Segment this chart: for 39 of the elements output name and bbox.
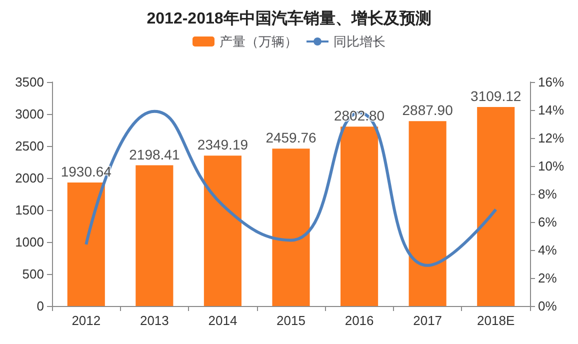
x-tick-label: 2017 (413, 313, 442, 328)
y-tick-label: 1500 (15, 202, 44, 218)
y2-tick-label: 16% (538, 74, 564, 90)
y2-tick-label: 0% (538, 298, 558, 314)
data-label: 2459.76 (266, 130, 317, 146)
y-tick-label: 2500 (15, 138, 44, 154)
y-tick-label: 2000 (15, 170, 44, 186)
y2-tick-label: 2% (538, 270, 558, 286)
y-tick-label: 500 (22, 266, 44, 282)
x-tick-label: 2015 (276, 313, 306, 328)
legend-label: 产量（万辆） (220, 34, 298, 49)
legend-label: 同比增长 (334, 34, 386, 49)
bar (136, 165, 174, 306)
y-tick-label: 1000 (15, 234, 44, 250)
x-tick-label: 2012 (72, 313, 101, 328)
bar (340, 126, 378, 306)
y-tick-label: 3500 (15, 74, 44, 90)
bar (204, 156, 242, 306)
data-label: 3109.12 (470, 88, 522, 104)
x-tick-label: 2013 (140, 313, 169, 328)
bar (477, 107, 515, 306)
y2-tick-label: 8% (538, 186, 558, 202)
x-tick-label: 2018E (477, 313, 515, 328)
bar (408, 121, 446, 306)
chart-title: 2012-2018年中国汽车销量、增长及预测 (146, 10, 432, 28)
y2-tick-label: 10% (538, 158, 564, 174)
y2-tick-label: 6% (538, 214, 558, 230)
x-tick-label: 2014 (208, 313, 238, 328)
data-label: 2349.19 (197, 136, 248, 153)
x-tick-label: 2016 (344, 313, 374, 328)
y2-tick-label: 14% (538, 102, 564, 118)
data-label: 2198.41 (129, 146, 180, 162)
y-tick-label: 3000 (15, 106, 44, 122)
y-tick-label: 0 (36, 298, 44, 314)
y2-tick-label: 12% (538, 130, 564, 146)
data-label: 2887.90 (402, 102, 454, 118)
bar (272, 148, 310, 306)
y2-tick-label: 4% (538, 242, 558, 258)
bar (67, 182, 105, 306)
